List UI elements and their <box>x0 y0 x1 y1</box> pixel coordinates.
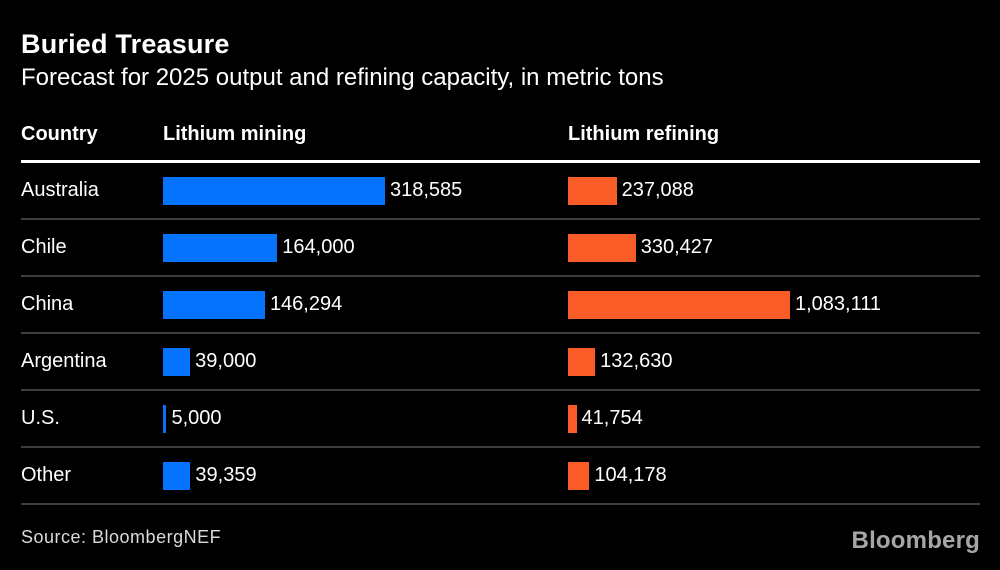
refining-bar <box>568 176 617 205</box>
table-row: Australia 318,585 237,088 <box>21 163 980 220</box>
chart-subtitle: Forecast for 2025 output and refining ca… <box>21 64 664 91</box>
refining-value: 41,754 <box>581 407 643 429</box>
mining-bar <box>163 290 265 319</box>
header-rule <box>21 160 980 163</box>
refining-bar-cell: 41,754 <box>568 404 980 433</box>
refining-bar <box>568 290 790 319</box>
refining-value: 104,178 <box>594 464 667 486</box>
mining-bar-cell: 5,000 <box>163 404 568 433</box>
mining-bar-cell: 146,294 <box>163 290 568 319</box>
country-label: Chile <box>21 236 67 258</box>
refining-bar <box>568 404 577 433</box>
column-header-lithium-mining: Lithium mining <box>163 123 307 145</box>
chart-rows: Australia 318,585 237,088 Chile 164,000 330,4… <box>21 163 980 505</box>
chart-title: Buried Treasure <box>21 29 230 59</box>
column-headers: Country Lithium mining Lithium refining <box>21 94 980 160</box>
mining-bar <box>163 461 191 490</box>
mining-bar-cell: 164,000 <box>163 233 568 262</box>
table-row: Argentina 39,000 132,630 <box>21 334 980 391</box>
refining-bar <box>568 347 596 376</box>
refining-bar-cell: 104,178 <box>568 461 980 490</box>
refining-bar-cell: 237,088 <box>568 176 980 205</box>
refining-bar <box>568 461 590 490</box>
column-header-lithium-refining: Lithium refining <box>568 123 720 145</box>
refining-value: 237,088 <box>621 179 694 201</box>
table-row: China 146,294 1,083,111 <box>21 277 980 334</box>
chart-header: Buried Treasure Forecast for 2025 output… <box>21 0 980 94</box>
mining-value: 39,000 <box>195 350 257 372</box>
country-label: Argentina <box>21 350 107 372</box>
mining-bar <box>163 233 278 262</box>
mining-value: 146,294 <box>269 293 343 315</box>
country-label: China <box>21 293 74 315</box>
mining-bar-cell: 39,359 <box>163 461 568 490</box>
chart-footer: Source: BloombergNEF Bloomberg <box>21 505 980 570</box>
bloomberg-logo: Bloomberg <box>851 526 980 554</box>
mining-value: 164,000 <box>282 236 355 258</box>
table-row: Other 39,359 104,178 <box>21 448 980 505</box>
column-header-country: Country <box>21 123 98 145</box>
refining-value: 132,630 <box>600 350 673 372</box>
table-row: U.S. 5,000 41,754 <box>21 391 980 448</box>
mining-bar-cell: 318,585 <box>163 176 568 205</box>
country-label: Australia <box>21 179 99 201</box>
mining-value: 5,000 <box>171 407 222 429</box>
refining-bar-cell: 132,630 <box>568 347 980 376</box>
mining-value: 318,585 <box>390 179 463 201</box>
source-note: Source: BloombergNEF <box>21 527 222 547</box>
refining-bar-cell: 1,083,111 <box>568 290 980 319</box>
refining-bar-cell: 330,427 <box>568 233 980 262</box>
mining-bar <box>163 347 191 376</box>
refining-value: 1,083,111 <box>795 293 882 315</box>
mining-value: 39,359 <box>195 464 257 486</box>
country-label: U.S. <box>21 407 60 429</box>
table-row: Chile 164,000 330,427 <box>21 220 980 277</box>
refining-bar <box>568 233 636 262</box>
refining-value: 330,427 <box>640 236 714 258</box>
country-label: Other <box>21 464 72 486</box>
mining-bar <box>163 176 385 205</box>
mining-bar-cell: 39,000 <box>163 347 568 376</box>
mining-bar <box>163 404 167 433</box>
